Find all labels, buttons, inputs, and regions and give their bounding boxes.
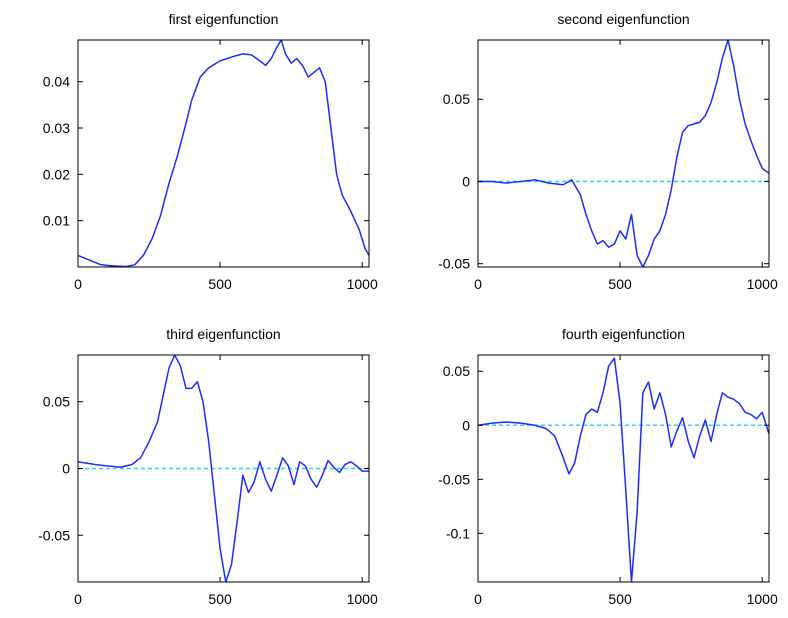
axes-frame (477, 354, 770, 583)
axes-frame (477, 39, 770, 268)
y-tick-label: -0.05 (438, 256, 470, 272)
y-tick-label: -0.05 (438, 471, 470, 487)
first-eigenfunction-panel: first eigenfunction 0 500 1000 0.01 0.02 0.03 0… (43, 11, 378, 292)
y-tick-label: 0.02 (43, 166, 70, 182)
x-tick-label: 500 (208, 591, 232, 607)
y-tick-label: 0.01 (43, 213, 70, 229)
x-tick-label: 500 (208, 276, 232, 292)
axes-frame (77, 39, 370, 268)
chart-title: third eigenfunction (166, 326, 280, 342)
series-line (478, 357, 769, 582)
x-tick-label: 500 (608, 591, 632, 607)
y-tick-label: 0.04 (43, 74, 70, 90)
x-tick-label: 0 (474, 276, 482, 292)
x-tick-label: 0 (74, 276, 82, 292)
x-tick-label: 1000 (347, 591, 378, 607)
series-line (78, 355, 369, 582)
x-tick-label: 1000 (347, 276, 378, 292)
x-tick-label: 0 (474, 591, 482, 607)
series-line (78, 40, 369, 267)
y-tick-label: 0.05 (43, 394, 70, 410)
x-tick-label: 1000 (747, 276, 778, 292)
chart-title: second eigenfunction (557, 11, 689, 27)
y-tick-label: 0.05 (443, 363, 470, 379)
x-tick-label: 500 (608, 276, 632, 292)
x-tick-label: 1000 (747, 591, 778, 607)
y-tick-label: 0 (62, 461, 70, 477)
fourth-eigenfunction-panel: fourth eigenfunction 0 500 1000 -0.1 -0.05 0 0.… (438, 326, 778, 607)
y-tick-label: 0 (462, 173, 470, 189)
chart-title: first eigenfunction (169, 11, 279, 27)
y-tick-label: 0.05 (443, 91, 470, 107)
series-line (478, 40, 769, 267)
third-eigenfunction-panel: third eigenfunction 0 500 1000 -0.05 0 0.05 (38, 326, 378, 607)
y-tick-label: 0.03 (43, 120, 70, 136)
y-tick-label: -0.1 (446, 525, 470, 541)
chart-title: fourth eigenfunction (562, 326, 685, 342)
y-tick-label: 0 (462, 417, 470, 433)
x-tick-label: 0 (74, 591, 82, 607)
y-tick-label: -0.05 (38, 527, 70, 543)
